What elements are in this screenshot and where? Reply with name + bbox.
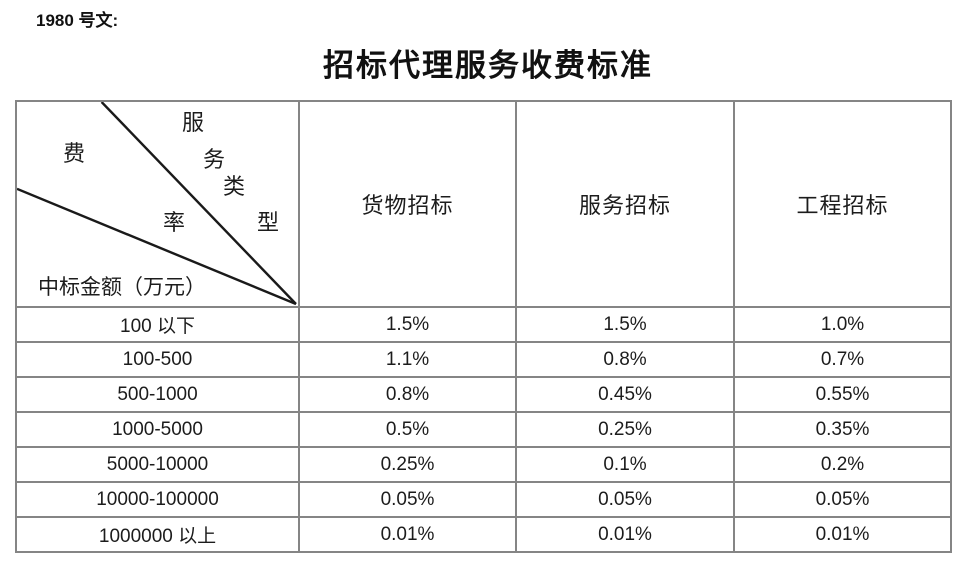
row-range-cell: 5000-10000 [15, 446, 300, 483]
fee-standard-table: 服 务 类 型 费 率 中标金额（万元） 货物招标 服务招标 工程招标 100 … [15, 100, 952, 553]
fee-value-cell: 0.2% [733, 446, 952, 483]
row-range-cell: 10000-100000 [15, 481, 300, 518]
corner-label-service-type-char: 务 [202, 147, 226, 172]
corner-label-fee-rate-char: 费 [62, 141, 86, 166]
fee-value-cell: 0.01% [733, 516, 952, 553]
fee-value-cell: 0.01% [298, 516, 517, 553]
fee-value-cell: 0.5% [298, 411, 517, 448]
row-range-cell: 1000-5000 [15, 411, 300, 448]
fee-value-cell: 1.5% [515, 306, 735, 343]
fee-value-cell: 1.5% [298, 306, 517, 343]
table-row: 1000-5000 0.5% 0.25% 0.35% [15, 411, 952, 448]
page-title: 招标代理服务收费标准 [323, 48, 653, 83]
table-row: 100-500 1.1% 0.8% 0.7% [15, 341, 952, 378]
corner-label-bid-amount: 中标金额（万元） [38, 275, 206, 299]
row-range-cell: 100-500 [15, 341, 300, 378]
table-corner-cell: 服 务 类 型 费 率 中标金额（万元） [15, 100, 300, 308]
fee-value-cell: 0.01% [515, 516, 735, 553]
table-row: 5000-10000 0.25% 0.1% 0.2% [15, 446, 952, 483]
fee-value-cell: 0.05% [298, 481, 517, 518]
fee-value-cell: 0.05% [515, 481, 735, 518]
fee-value-cell: 0.8% [515, 341, 735, 378]
corner-label-service-type-char: 型 [256, 210, 280, 235]
fee-value-cell: 0.1% [515, 446, 735, 483]
row-range-cell: 500-1000 [15, 376, 300, 413]
fee-value-cell: 0.35% [733, 411, 952, 448]
table-row: 1000000 以上 0.01% 0.01% 0.01% [15, 516, 952, 553]
fee-value-cell: 0.8% [298, 376, 517, 413]
table-header-row: 服 务 类 型 费 率 中标金额（万元） 货物招标 服务招标 工程招标 [15, 100, 952, 308]
fee-value-cell: 0.25% [298, 446, 517, 483]
fee-value-cell: 0.7% [733, 341, 952, 378]
corner-label-service-type-char: 服 [181, 110, 205, 135]
table-row: 10000-100000 0.05% 0.05% 0.05% [15, 481, 952, 518]
row-range-cell: 1000000 以上 [15, 516, 300, 553]
fee-value-cell: 1.1% [298, 341, 517, 378]
fee-value-cell: 0.45% [515, 376, 735, 413]
table-row: 500-1000 0.8% 0.45% 0.55% [15, 376, 952, 413]
fee-value-cell: 0.25% [515, 411, 735, 448]
diagonal-divider-lines [18, 103, 297, 305]
column-header-works-bidding: 工程招标 [733, 100, 952, 308]
corner-label-fee-rate-char: 率 [162, 210, 186, 235]
fee-value-cell: 0.55% [733, 376, 952, 413]
column-header-service-bidding: 服务招标 [515, 100, 735, 308]
column-header-goods-bidding: 货物招标 [298, 100, 517, 308]
fee-value-cell: 1.0% [733, 306, 952, 343]
corner-label-service-type-char: 类 [222, 174, 246, 199]
row-range-cell: 100 以下 [15, 306, 300, 343]
fee-value-cell: 0.05% [733, 481, 952, 518]
doc-number-label: 1980 号文: [36, 11, 119, 30]
table-row: 100 以下 1.5% 1.5% 1.0% [15, 306, 952, 343]
